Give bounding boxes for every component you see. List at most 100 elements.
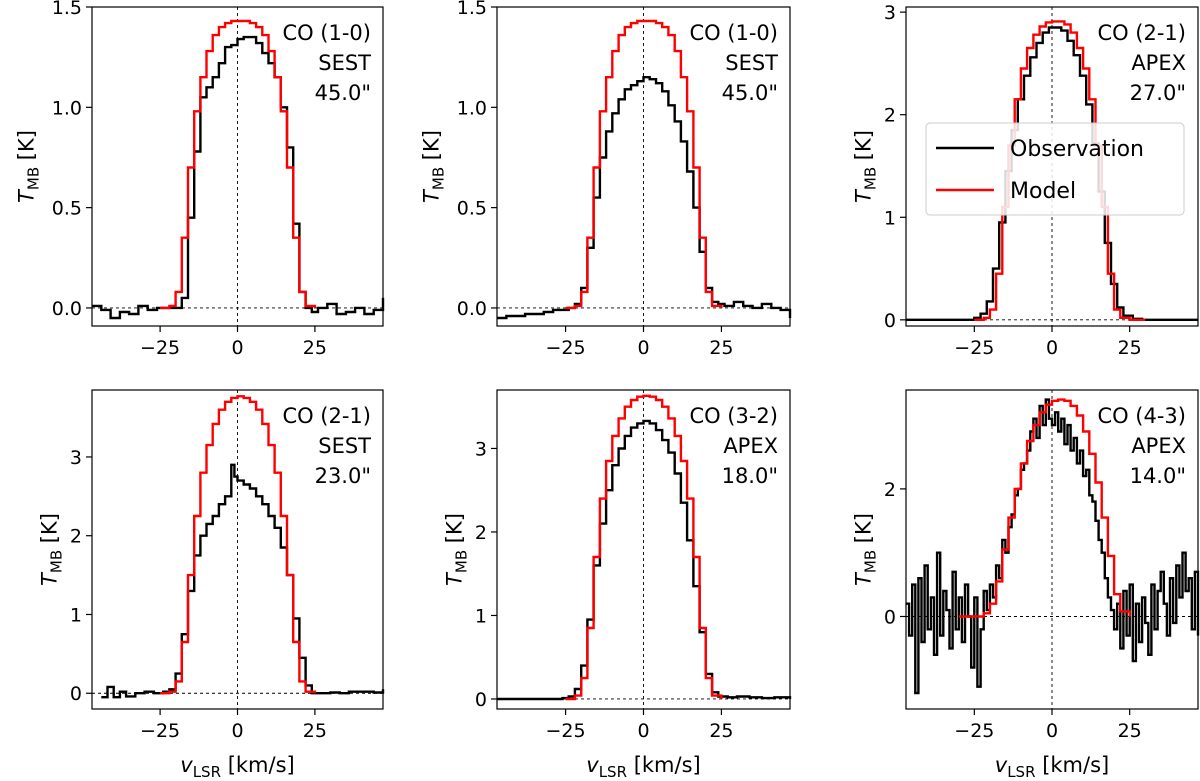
y-axis-title-subscript: MB	[430, 167, 448, 190]
annotation-line: APEX	[1131, 434, 1186, 458]
y-axis-title: TMB [K]	[443, 513, 471, 586]
x-axis-title-symbol: v	[995, 753, 1008, 777]
annotation-line: SEST	[725, 51, 778, 75]
observation-line	[101, 463, 385, 699]
x-tick-label: 0	[637, 720, 649, 742]
y-axis-title-unit: [K]	[420, 130, 444, 167]
x-tick-label: 25	[709, 337, 733, 359]
legend-label-observation: Observation	[1010, 137, 1144, 162]
panel-1: −25 0 25 0.0 0.5 1.0 1.5 TMB [K] CO (1-0) SEST 45.…	[15, 0, 385, 359]
y-axis-title: TMB [K]	[852, 130, 880, 203]
x-axis-title-subscript: LSR	[599, 763, 627, 781]
x-tick-label: −25	[954, 337, 994, 359]
panel-2: −25 0 25 0.0 0.5 1.0 1.5 TMB [K] CO (1-0) SEST 45.…	[420, 0, 792, 359]
y-tick-label: 2	[70, 526, 82, 548]
y-tick-label: 3	[884, 2, 896, 24]
x-tick-label: −25	[954, 720, 994, 742]
model-line	[565, 19, 723, 310]
y-axis-title-unit: [K]	[443, 513, 467, 550]
annotation-line: CO (3-2)	[689, 404, 778, 428]
annotation-line: CO (2-1)	[1097, 21, 1186, 45]
x-tick-label: 25	[303, 337, 327, 359]
annotation-line: 45.0"	[315, 81, 371, 105]
y-axis-title-subscript: MB	[453, 550, 471, 573]
y-axis-title-unit: [K]	[15, 130, 39, 167]
panel-5: −25 0 25 0 1 2 3 TMB [K] vLSR [km/s] CO (3-2) APEX…	[443, 389, 792, 781]
x-axis-title-unit: [km/s]	[627, 753, 701, 777]
y-axis-title: TMB [K]	[420, 130, 448, 203]
y-axis-title: TMB [K]	[15, 130, 43, 203]
y-tick-label: 2	[884, 479, 896, 501]
y-axis-title: TMB [K]	[38, 513, 66, 586]
annotation-line: 45.0"	[722, 81, 778, 105]
y-axis-title-symbol: T	[38, 571, 62, 586]
annotation-line: APEX	[723, 434, 778, 458]
y-tick-label: 0	[884, 310, 896, 332]
x-tick-label: 25	[709, 720, 733, 742]
x-tick-label: 0	[1046, 720, 1058, 742]
legend-label-model: Model	[1010, 179, 1076, 204]
y-tick-label: 0.5	[457, 198, 487, 220]
y-axis-title-subscript: MB	[862, 550, 880, 573]
x-axis-title-subscript: LSR	[193, 763, 221, 781]
model-line	[160, 395, 317, 695]
y-axis-title-subscript: MB	[25, 167, 43, 190]
annotation-line: CO (2-1)	[282, 404, 371, 428]
model-line	[565, 394, 723, 701]
annotation-line: CO (1-0)	[689, 21, 778, 45]
y-axis-title-subscript: MB	[862, 167, 880, 190]
y-tick-label: 1	[70, 604, 82, 626]
y-axis-title-unit: [K]	[38, 513, 62, 550]
y-tick-label: 1	[475, 605, 487, 627]
x-axis-title: vLSR [km/s]	[586, 753, 700, 781]
y-tick-label: 2	[475, 522, 487, 544]
x-axis-title-unit: [km/s]	[1036, 753, 1110, 777]
x-axis-title-symbol: v	[180, 753, 193, 777]
y-tick-label: 1.0	[457, 97, 487, 119]
x-tick-label: −25	[546, 720, 586, 742]
x-axis-title-subscript: LSR	[1007, 763, 1035, 781]
annotation-line: CO (1-0)	[282, 21, 371, 45]
y-axis-title-unit: [K]	[852, 130, 876, 167]
y-tick-label: 3	[475, 438, 487, 460]
annotation-line: 27.0"	[1130, 81, 1186, 105]
y-axis-title: TMB [K]	[852, 513, 880, 586]
y-tick-label: 1.0	[52, 97, 82, 119]
y-axis-title-symbol: T	[420, 188, 444, 203]
y-axis-title-symbol: T	[15, 188, 39, 203]
x-tick-label: 0	[637, 337, 649, 359]
y-axis-title-symbol: T	[443, 571, 467, 586]
y-tick-label: 0	[70, 683, 82, 705]
annotation-line: 23.0"	[315, 464, 371, 488]
annotation-line: SEST	[318, 434, 371, 458]
x-tick-label: −25	[140, 337, 180, 359]
y-tick-label: 0.0	[52, 298, 82, 320]
x-axis-title: vLSR [km/s]	[180, 753, 294, 781]
y-axis-title-subscript: MB	[48, 550, 66, 573]
x-tick-label: 0	[231, 720, 243, 742]
x-tick-label: −25	[546, 337, 586, 359]
annotation-line: 14.0"	[1130, 464, 1186, 488]
legend-box	[925, 122, 1185, 216]
x-tick-label: 0	[231, 337, 243, 359]
observation-line	[906, 26, 1198, 321]
y-axis-title-symbol: T	[852, 188, 876, 203]
annotation-line: SEST	[318, 51, 371, 75]
y-tick-label: 0	[884, 606, 896, 628]
y-tick-label: 3	[70, 447, 82, 469]
observation-line	[906, 398, 1200, 695]
x-axis-title-unit: [km/s]	[221, 753, 295, 777]
y-axis-title-unit: [K]	[852, 513, 876, 550]
y-axis-title-symbol: T	[852, 571, 876, 586]
model-line	[160, 19, 317, 310]
x-tick-label: −25	[140, 720, 180, 742]
annotation-line: 18.0"	[722, 464, 778, 488]
observation-line	[92, 35, 385, 320]
x-axis-title: vLSR [km/s]	[995, 753, 1109, 781]
x-tick-label: 25	[303, 720, 327, 742]
y-tick-label: 1	[884, 207, 896, 229]
x-tick-label: 0	[1046, 337, 1058, 359]
x-tick-label: 25	[1118, 720, 1142, 742]
annotation-line: CO (4-3)	[1097, 404, 1186, 428]
